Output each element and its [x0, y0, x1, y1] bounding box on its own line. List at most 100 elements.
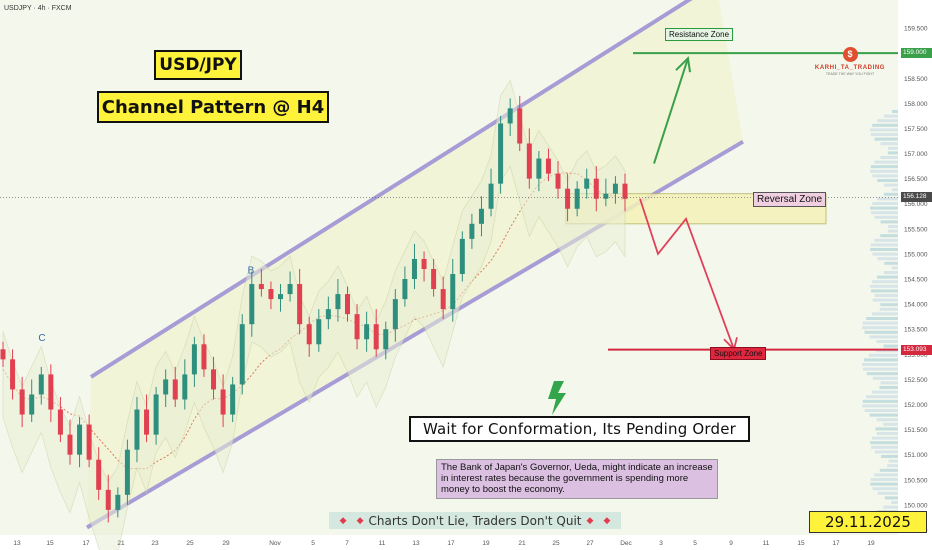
volume-profile-bar: [876, 340, 898, 343]
volume-profile-bar: [872, 487, 898, 491]
candle: [249, 284, 255, 325]
candle: [19, 389, 25, 415]
time-tick-label: 19: [867, 540, 875, 547]
candle: [335, 294, 341, 310]
volume-profile-bar: [887, 464, 898, 468]
volume-profile-bar: [874, 160, 898, 164]
candle: [191, 344, 197, 375]
volume-profile-bar: [880, 455, 898, 458]
diamond-icon: ◆: [339, 515, 347, 526]
candle: [287, 284, 293, 295]
volume-profile-bar: [880, 220, 898, 224]
price-tick-label: 152.000: [904, 402, 928, 409]
time-tick-label: 9: [729, 540, 733, 547]
time-tick-label: 17: [82, 540, 90, 547]
channel-upper-line: [89, 0, 693, 379]
pending-order-message: Wait for Conformation, Its Pending Order: [409, 416, 750, 442]
volume-profile-bar: [862, 363, 898, 366]
lightning-icon: [548, 381, 566, 415]
price-tick-label: 156.000: [904, 201, 928, 208]
volume-profile-bar: [872, 280, 898, 284]
candle: [86, 424, 92, 460]
reversal-zone-label: Reversal Zone: [753, 192, 827, 207]
volume-profile-bar: [872, 202, 898, 205]
price-tick-label: 157.500: [904, 126, 928, 133]
price-tick-label: 150.000: [904, 502, 928, 509]
volume-profile-bar: [877, 491, 898, 495]
volume-profile-bar: [870, 165, 898, 169]
candle: [124, 449, 130, 495]
volume-profile-bar: [864, 409, 898, 412]
forecast-up-path: [653, 57, 689, 164]
volume-profile-bar: [866, 395, 898, 399]
forecast-down-path: [639, 198, 735, 350]
candle: [421, 258, 427, 269]
price-tick-label: 158.000: [904, 101, 928, 108]
pivot-b-label: B: [248, 266, 255, 277]
candle: [450, 274, 456, 310]
support-zone-label: Support Zone: [710, 347, 767, 360]
volume-profile-bar: [874, 294, 898, 297]
candle: [402, 279, 408, 300]
time-tick-label: 27: [586, 540, 594, 547]
volume-profile-bar: [877, 119, 898, 123]
candle: [440, 289, 446, 310]
brand-name: KARHI_TA_TRADING: [814, 65, 886, 71]
candle: [411, 258, 417, 280]
candle: [584, 178, 590, 189]
candle: [182, 374, 188, 400]
volume-profile-bar: [887, 151, 898, 155]
volume-profile-bar: [883, 505, 898, 509]
volume-profile-bar: [874, 473, 898, 477]
time-axis-panel: [0, 535, 898, 550]
candle: [67, 434, 73, 455]
price-tick-label: 156.500: [904, 176, 928, 183]
time-tick-label: 17: [447, 540, 455, 547]
candle: [230, 384, 236, 415]
candle: [201, 344, 207, 370]
candle: [574, 188, 580, 209]
time-tick-label: Nov: [269, 540, 281, 547]
candle: [612, 183, 618, 194]
candle: [57, 409, 63, 435]
volume-profile-bar: [871, 390, 898, 394]
volume-profile-bar: [887, 229, 898, 233]
volume-profile-bar: [870, 289, 898, 293]
volume-profile-bar: [888, 146, 898, 150]
candle: [517, 108, 523, 144]
diamond-icon: ◆: [586, 515, 594, 526]
title-label: USD/JPY: [154, 50, 242, 80]
date-badge: 29.11.2025: [809, 511, 927, 533]
volume-profile-bar: [869, 335, 898, 339]
time-tick-label: 7: [345, 540, 349, 547]
candle: [344, 294, 350, 315]
volume-profile-bar: [883, 422, 898, 426]
volume-profile-bar: [884, 496, 898, 500]
candle: [316, 319, 322, 345]
candle: [498, 123, 504, 184]
candle: [478, 208, 484, 224]
brand-tagline: TRADE THE WAY YOU FIGHT: [825, 72, 875, 76]
volume-profile-bar: [866, 372, 898, 376]
time-tick-label: 3: [659, 540, 663, 547]
volume-profile-bar: [879, 386, 898, 389]
volume-profile-bar: [891, 501, 898, 504]
candle: [565, 188, 571, 209]
candle: [507, 108, 513, 124]
time-tick-label: 5: [311, 540, 315, 547]
volume-profile-bar: [888, 459, 898, 463]
resistance-price-tag: 159.000: [901, 48, 932, 59]
time-tick-label: 13: [412, 540, 420, 547]
volume-profile-bar: [870, 128, 898, 132]
candle: [488, 183, 494, 209]
price-tick-label: 158.500: [904, 76, 928, 83]
volume-profile-bar: [870, 482, 898, 486]
time-tick-label: 21: [117, 540, 125, 547]
price-tick-label: 154.000: [904, 302, 928, 309]
volume-profile-bar: [891, 266, 898, 270]
motto-text: Charts Don't Lie, Traders Don't Quit: [368, 513, 582, 528]
volume-profile-bar: [870, 248, 898, 251]
candle: [526, 143, 532, 179]
